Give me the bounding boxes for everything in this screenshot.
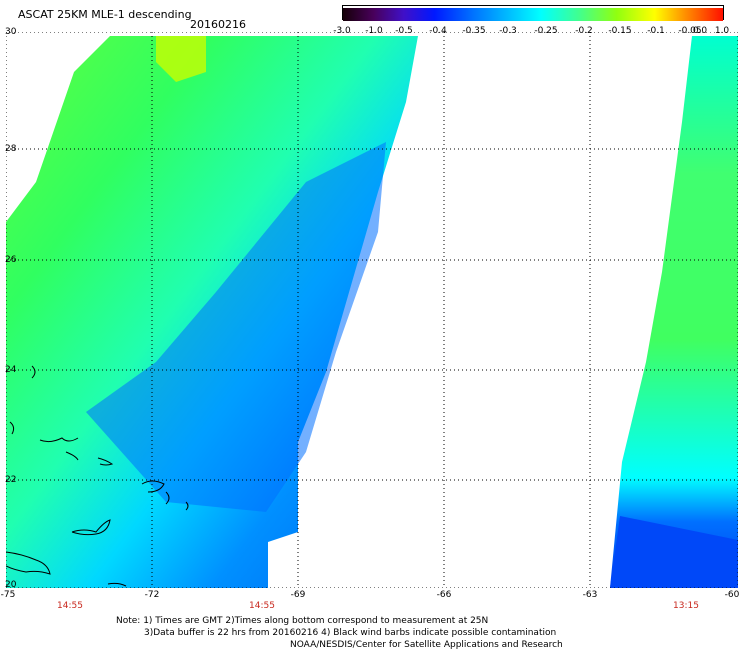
latitude-label: 26 bbox=[5, 255, 17, 265]
note-line-3: NOAA/NESDIS/Center for Satellite Applica… bbox=[290, 640, 563, 650]
colorbar-tick-label: -3.0 bbox=[333, 26, 351, 36]
note-line-2: 3)Data buffer is 22 hrs from 20160216 4)… bbox=[144, 628, 557, 638]
latitude-label: 24 bbox=[5, 365, 17, 375]
colorbar-tick-label: -0.25 bbox=[534, 26, 558, 36]
colorbar-tick-label: -0.5 bbox=[395, 26, 413, 36]
longitude-label: -69 bbox=[290, 590, 306, 600]
colorbar-tick-label: -0.2 bbox=[575, 26, 593, 36]
latitude-label: 28 bbox=[5, 144, 17, 154]
colorbar-tick-label: -0.3 bbox=[499, 26, 517, 36]
coastlines bbox=[6, 365, 189, 587]
colorbar-tick-label: -0.4 bbox=[429, 26, 447, 36]
latitude-label: 22 bbox=[5, 475, 17, 485]
colorbar-tick-label: -0.35 bbox=[462, 26, 486, 36]
longitude-label: -66 bbox=[436, 590, 452, 600]
colorbar bbox=[342, 5, 724, 21]
colorbar-gradient bbox=[343, 8, 723, 21]
map-plot bbox=[6, 32, 738, 588]
map-date: 20160216 bbox=[190, 18, 246, 31]
colorbar-tick-label: -1.0 bbox=[365, 26, 383, 36]
graticule bbox=[6, 32, 738, 588]
longitude-label: -72 bbox=[144, 590, 160, 600]
latitude-label: 20 bbox=[5, 580, 17, 590]
swath-time-label: 14:55 bbox=[249, 601, 275, 611]
longitude-label: -60 bbox=[724, 590, 740, 600]
colorbar-tick-label: -0.05 bbox=[678, 26, 702, 36]
right-swath bbox=[610, 36, 738, 588]
longitude-label: -63 bbox=[582, 590, 598, 600]
swath-time-label: 13:15 bbox=[673, 601, 699, 611]
longitude-label: -75 bbox=[0, 590, 16, 600]
note-line-1: Note: 1) Times are GMT 2)Times along bot… bbox=[116, 616, 489, 626]
colorbar-tick-label: 1.0 bbox=[714, 26, 730, 36]
colorbar-tick-label: -0.1 bbox=[647, 26, 665, 36]
swath-time-label: 14:55 bbox=[57, 601, 83, 611]
left-swath-yellow bbox=[156, 36, 206, 82]
map-title: ASCAT 25KM MLE-1 descending bbox=[18, 8, 192, 21]
latitude-label: 30 bbox=[5, 27, 17, 37]
left-swath-blue-core bbox=[86, 142, 386, 512]
colorbar-tick-label: 0.0 bbox=[692, 26, 708, 36]
right-swath-blue-band bbox=[610, 516, 738, 588]
colorbar-tick-label: -0.15 bbox=[608, 26, 632, 36]
